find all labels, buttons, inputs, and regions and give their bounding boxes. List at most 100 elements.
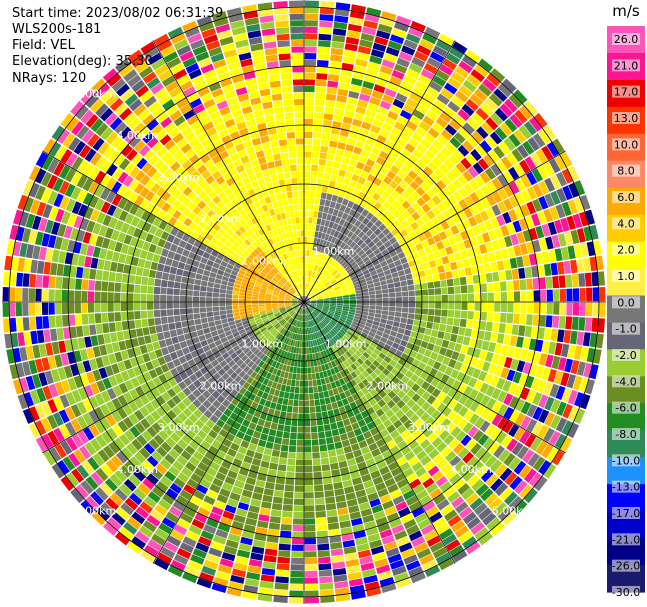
velocity-gate xyxy=(394,572,409,583)
velocity-gate xyxy=(392,385,401,395)
velocity-gate xyxy=(349,272,357,278)
velocity-gate xyxy=(473,284,481,293)
velocity-gate xyxy=(121,283,128,293)
velocity-gate xyxy=(352,407,361,416)
velocity-gate xyxy=(500,367,510,379)
velocity-gate xyxy=(341,439,351,448)
velocity-gate xyxy=(364,520,377,530)
velocity-gate xyxy=(599,302,606,317)
velocity-gate xyxy=(463,183,474,195)
velocity-gate xyxy=(173,288,180,296)
velocity-gate xyxy=(389,414,399,424)
velocity-gate xyxy=(438,272,447,281)
velocity-gate xyxy=(29,273,37,288)
velocity-gate xyxy=(347,314,355,318)
velocity-gate xyxy=(513,427,525,441)
velocity-gate xyxy=(320,276,326,283)
velocity-gate xyxy=(496,377,506,390)
velocity-gate xyxy=(200,312,207,319)
velocity-gate xyxy=(241,530,255,539)
velocity-gate xyxy=(373,248,381,256)
velocity-gate xyxy=(320,329,326,336)
velocity-gate xyxy=(351,422,360,431)
velocity-gate xyxy=(355,106,367,115)
velocity-gate xyxy=(290,346,295,353)
velocity-gate xyxy=(374,263,382,270)
velocity-gate xyxy=(425,416,435,427)
velocity-gate xyxy=(179,255,188,264)
velocity-gate xyxy=(351,77,363,87)
velocity-gate xyxy=(187,314,194,321)
velocity-gate xyxy=(375,356,384,364)
velocity-gate xyxy=(331,244,337,251)
velocity-gate xyxy=(313,211,319,218)
velocity-gate xyxy=(338,279,345,284)
velocity-gate xyxy=(75,278,82,290)
velocity-gate xyxy=(304,459,313,466)
velocity-gate xyxy=(304,289,306,296)
velocity-gate xyxy=(110,261,118,272)
velocity-gate xyxy=(421,213,430,223)
velocity-gate xyxy=(101,302,108,313)
velocity-gate xyxy=(261,427,270,435)
velocity-gate xyxy=(338,460,348,469)
velocity-gate xyxy=(509,181,520,195)
velocity-gate xyxy=(346,186,355,194)
velocity-gate xyxy=(419,371,429,381)
velocity-gate xyxy=(316,178,324,186)
velocity-gate xyxy=(403,361,412,370)
velocity-gate xyxy=(250,552,264,561)
velocity-gate xyxy=(439,163,450,175)
velocity-gate xyxy=(396,478,409,489)
velocity-gate xyxy=(349,355,357,363)
velocity-gate xyxy=(290,426,298,433)
velocity-gate xyxy=(429,172,440,183)
velocity-gate xyxy=(392,209,401,219)
velocity-gate xyxy=(316,258,321,266)
velocity-gate xyxy=(426,275,434,283)
velocity-gate xyxy=(323,280,330,286)
velocity-gate xyxy=(350,225,358,233)
velocity-gate xyxy=(379,413,389,423)
velocity-gate xyxy=(257,418,266,427)
velocity-gate xyxy=(295,353,299,361)
velocity-gate xyxy=(323,335,329,342)
velocity-gate xyxy=(436,134,449,146)
velocity-gate xyxy=(328,207,334,215)
velocity-gate xyxy=(163,265,171,273)
velocity-gate xyxy=(308,306,314,311)
velocity-gate xyxy=(310,413,316,420)
velocity-gate xyxy=(368,331,376,338)
velocity-gate xyxy=(560,151,573,168)
velocity-gate xyxy=(262,494,273,503)
velocity-gate xyxy=(352,321,359,326)
velocity-gate xyxy=(580,242,589,258)
velocity-gate xyxy=(389,180,399,190)
velocity-gate xyxy=(574,180,586,196)
velocity-gate xyxy=(401,45,416,56)
velocity-gate xyxy=(453,318,461,327)
velocity-gate xyxy=(339,318,346,323)
velocity-gate xyxy=(415,377,425,387)
velocity-gate xyxy=(566,215,576,230)
velocity-gate xyxy=(415,407,426,418)
velocity-gate xyxy=(434,425,445,436)
velocity-gate xyxy=(412,109,425,120)
velocity-gate xyxy=(225,539,239,549)
velocity-gate xyxy=(393,175,403,185)
velocity-gate xyxy=(369,498,381,508)
velocity-gate xyxy=(337,386,344,394)
velocity-gate xyxy=(544,263,552,276)
velocity-gate xyxy=(469,400,480,413)
velocity-gate xyxy=(336,349,343,357)
velocity-gate xyxy=(310,184,316,191)
velocity-gate xyxy=(341,337,348,344)
velocity-gate xyxy=(355,413,364,422)
velocity-gate xyxy=(427,127,440,139)
velocity-gate xyxy=(81,279,89,291)
velocity-gate xyxy=(242,591,257,600)
velocity-gate xyxy=(415,353,424,362)
velocity-gate xyxy=(383,541,398,552)
velocity-gate xyxy=(526,201,537,215)
velocity-gate xyxy=(166,288,174,295)
